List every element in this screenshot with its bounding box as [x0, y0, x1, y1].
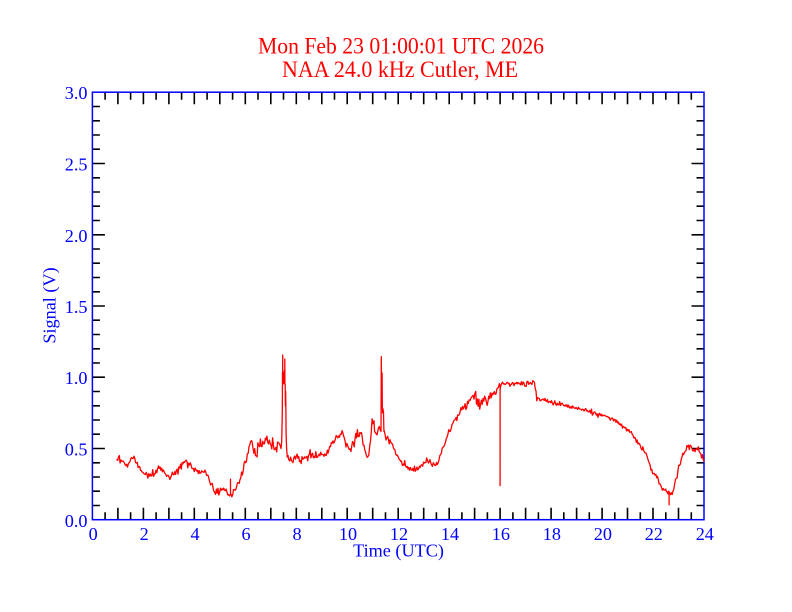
svg-text:16: 16 [492, 524, 510, 544]
svg-text:22: 22 [645, 524, 663, 544]
svg-text:2: 2 [140, 524, 149, 544]
svg-text:10: 10 [339, 524, 357, 544]
svg-text:Time (UTC): Time (UTC) [353, 540, 444, 561]
svg-text:20: 20 [594, 524, 612, 544]
svg-text:24: 24 [696, 524, 714, 544]
svg-text:8: 8 [293, 524, 302, 544]
svg-text:1.0: 1.0 [65, 368, 88, 388]
svg-text:NAA 24.0 kHz Cutler, ME: NAA 24.0 kHz Cutler, ME [282, 57, 518, 83]
svg-text:14: 14 [441, 524, 459, 544]
svg-text:Mon Feb 23 01:00:01 UTC 2026: Mon Feb 23 01:00:01 UTC 2026 [258, 34, 544, 60]
svg-text:3.0: 3.0 [65, 83, 88, 103]
svg-text:0.0: 0.0 [65, 511, 88, 531]
svg-text:4: 4 [191, 524, 200, 544]
svg-text:12: 12 [390, 524, 408, 544]
svg-text:2.0: 2.0 [65, 226, 88, 246]
svg-text:2.5: 2.5 [65, 155, 88, 175]
svg-text:0.5: 0.5 [65, 440, 88, 460]
svg-text:18: 18 [543, 524, 561, 544]
svg-text:1.5: 1.5 [65, 297, 88, 317]
svg-text:Signal (V): Signal (V) [40, 267, 61, 343]
svg-text:6: 6 [242, 524, 251, 544]
svg-text:0: 0 [89, 524, 98, 544]
